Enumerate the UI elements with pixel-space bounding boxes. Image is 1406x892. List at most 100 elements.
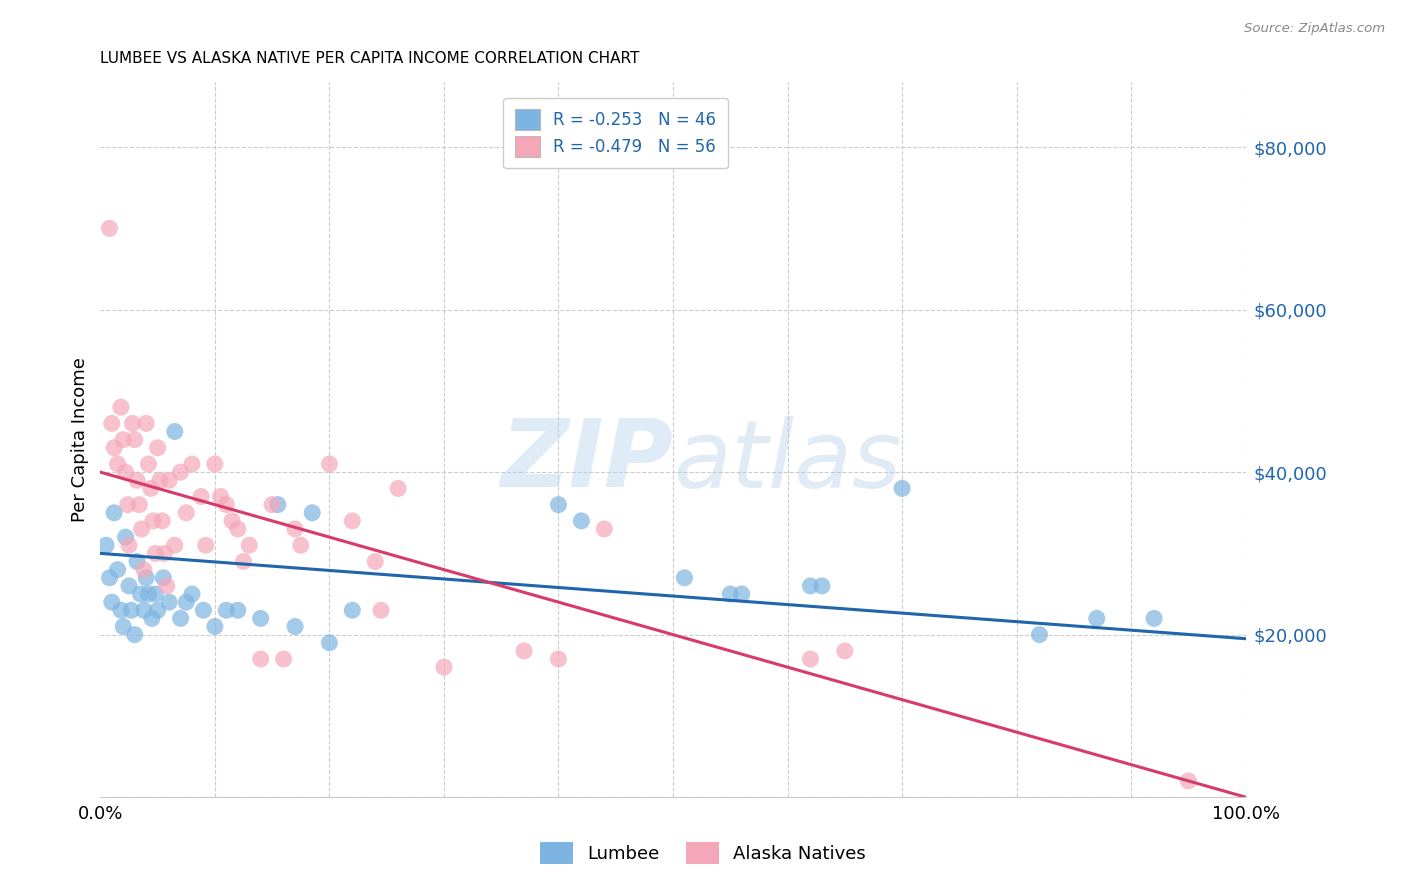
- Point: [342, 514, 364, 528]
- Point: [98, 221, 121, 235]
- Point: [1085, 611, 1108, 625]
- Point: [569, 514, 592, 528]
- Point: [226, 522, 249, 536]
- Point: [101, 595, 124, 609]
- Point: [673, 571, 696, 585]
- Point: [103, 441, 125, 455]
- Point: [731, 587, 754, 601]
- Point: [110, 400, 132, 414]
- Point: [135, 417, 157, 431]
- Point: [249, 611, 271, 625]
- Point: [232, 555, 254, 569]
- Point: [114, 530, 136, 544]
- Point: [114, 465, 136, 479]
- Point: [364, 555, 387, 569]
- Point: [190, 490, 212, 504]
- Point: [204, 619, 226, 633]
- Point: [118, 538, 141, 552]
- Point: [799, 652, 821, 666]
- Point: [107, 563, 129, 577]
- Point: [301, 506, 323, 520]
- Point: [284, 522, 307, 536]
- Point: [124, 433, 146, 447]
- Point: [273, 652, 295, 666]
- Point: [718, 587, 741, 601]
- Point: [101, 417, 124, 431]
- Point: [215, 498, 238, 512]
- Point: [262, 498, 284, 512]
- Point: [181, 457, 204, 471]
- Point: [547, 652, 569, 666]
- Point: [174, 595, 197, 609]
- Point: [370, 603, 392, 617]
- Point: [593, 522, 616, 536]
- Point: [112, 619, 135, 633]
- Point: [157, 473, 180, 487]
- Point: [226, 603, 249, 617]
- Point: [284, 619, 307, 633]
- Point: [204, 457, 226, 471]
- Point: [249, 652, 271, 666]
- Point: [1177, 773, 1199, 788]
- Point: [124, 627, 146, 641]
- Y-axis label: Per Capita Income: Per Capita Income: [72, 357, 89, 522]
- Point: [139, 482, 162, 496]
- Point: [141, 611, 163, 625]
- Point: [1143, 611, 1166, 625]
- Point: [156, 579, 179, 593]
- Point: [149, 473, 172, 487]
- Point: [135, 571, 157, 585]
- Point: [128, 498, 150, 512]
- Point: [238, 538, 260, 552]
- Point: [146, 603, 169, 617]
- Point: [169, 465, 191, 479]
- Point: [121, 417, 143, 431]
- Point: [110, 603, 132, 617]
- Point: [1028, 627, 1050, 641]
- Point: [169, 611, 191, 625]
- Point: [146, 441, 169, 455]
- Point: [799, 579, 821, 593]
- Point: [94, 538, 117, 552]
- Point: [290, 538, 312, 552]
- Point: [163, 425, 186, 439]
- Point: [138, 587, 160, 601]
- Point: [513, 644, 536, 658]
- Point: [181, 587, 204, 601]
- Point: [891, 482, 914, 496]
- Point: [143, 546, 166, 560]
- Point: [120, 603, 142, 617]
- Point: [132, 563, 155, 577]
- Point: [209, 490, 232, 504]
- Point: [194, 538, 217, 552]
- Point: [193, 603, 215, 617]
- Point: [129, 587, 152, 601]
- Point: [834, 644, 856, 658]
- Point: [811, 579, 834, 593]
- Point: [125, 555, 148, 569]
- Legend: Lumbee, Alaska Natives: Lumbee, Alaska Natives: [533, 835, 873, 871]
- Legend: R = -0.253   N = 46, R = -0.479   N = 56: R = -0.253 N = 46, R = -0.479 N = 56: [503, 97, 728, 169]
- Point: [150, 514, 173, 528]
- Text: Source: ZipAtlas.com: Source: ZipAtlas.com: [1244, 22, 1385, 36]
- Text: LUMBEE VS ALASKA NATIVE PER CAPITA INCOME CORRELATION CHART: LUMBEE VS ALASKA NATIVE PER CAPITA INCOM…: [100, 51, 640, 66]
- Point: [547, 498, 569, 512]
- Point: [342, 603, 364, 617]
- Point: [152, 571, 174, 585]
- Point: [117, 498, 139, 512]
- Point: [215, 603, 238, 617]
- Point: [433, 660, 456, 674]
- Point: [107, 457, 129, 471]
- Point: [318, 457, 340, 471]
- Point: [157, 595, 180, 609]
- Point: [221, 514, 243, 528]
- Text: ZIP: ZIP: [501, 415, 673, 507]
- Point: [153, 546, 176, 560]
- Point: [318, 636, 340, 650]
- Point: [138, 457, 160, 471]
- Point: [98, 571, 121, 585]
- Point: [174, 506, 197, 520]
- Point: [387, 482, 409, 496]
- Point: [112, 433, 135, 447]
- Point: [131, 522, 153, 536]
